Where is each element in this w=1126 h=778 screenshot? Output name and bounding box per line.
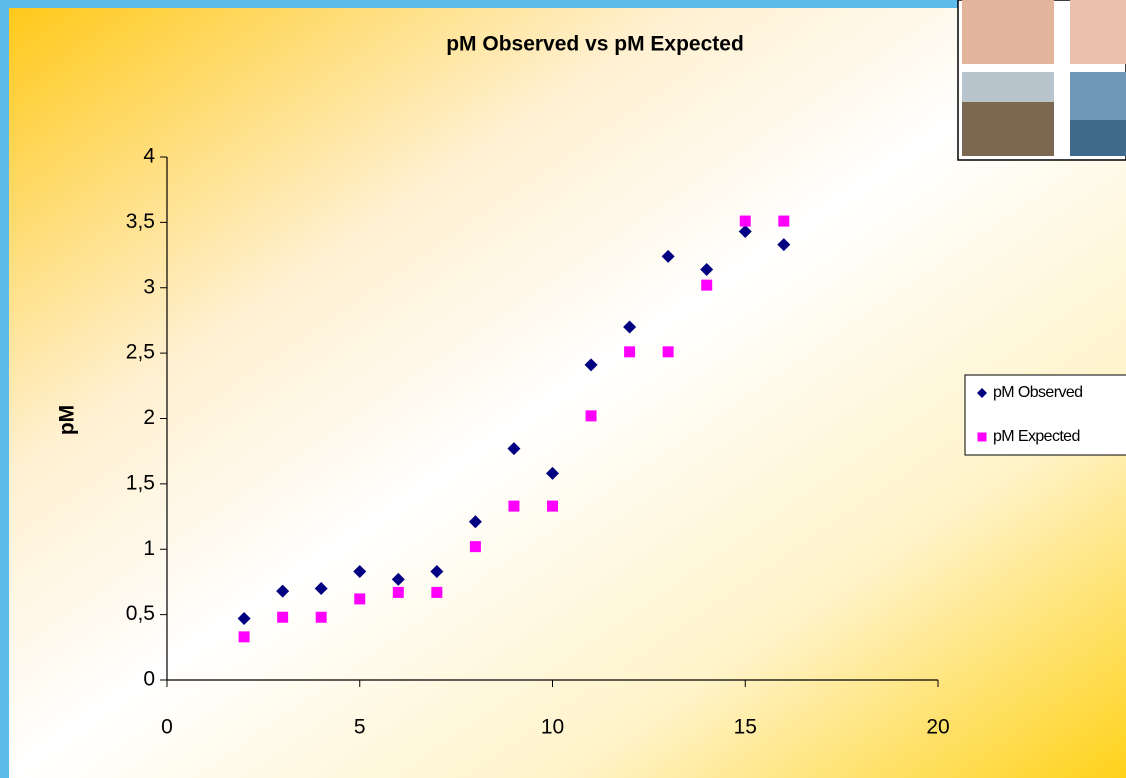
square-point [316,612,327,623]
y-tick-label: 3,5 [126,210,155,233]
square-point [778,216,789,227]
x-tick-label: 20 [926,716,949,739]
y-tick-label: 1,5 [126,471,155,494]
y-tick-label: 1 [143,537,155,560]
y-tick-label: 0 [143,668,155,691]
square-point [978,433,987,442]
y-axis-label: pM [56,405,79,435]
y-tick-label: 0,5 [126,602,155,625]
square-point [740,216,751,227]
square-point [239,631,250,642]
x-tick-label: 0 [161,716,173,739]
y-tick-label: 4 [143,145,155,168]
y-tick-label: 2 [143,406,155,429]
legend-label: pM Observed [993,384,1082,401]
y-tick-label: 2,5 [126,341,155,364]
square-point [431,587,442,598]
photo-collage [958,0,1126,160]
square-point [663,346,674,357]
square-point [547,501,558,512]
square-point [470,541,481,552]
square-point [701,280,712,291]
square-point [624,346,635,357]
chart-title: pM Observed vs pM Expected [446,33,744,56]
square-point [508,501,519,512]
square-point [277,612,288,623]
square-point [586,410,597,421]
square-point [393,587,404,598]
legend-label: pM Expected [993,428,1080,445]
y-tick-label: 3 [143,275,155,298]
page: pM Observed vs pM Expected pM 0 0,5 1 1,5 2 2… [0,0,1126,778]
x-tick-label: 5 [354,716,366,739]
chart: pM Observed vs pM Expected pM 0 0,5 1 1,5 2 2… [0,0,1126,778]
x-tick-label: 15 [734,716,757,739]
square-point [354,593,365,604]
x-tick-label: 10 [541,716,564,739]
